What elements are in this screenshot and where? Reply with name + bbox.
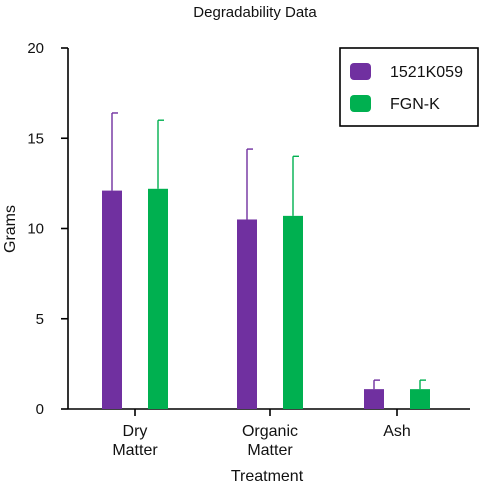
bar — [237, 219, 257, 409]
y-tick-label: 10 — [27, 221, 44, 238]
y-tick-label: 5 — [36, 311, 44, 328]
legend-label: FGN-K — [390, 96, 440, 113]
x-tick-label: Ash — [383, 423, 411, 440]
y-tick-label: 0 — [36, 401, 44, 418]
bar — [102, 190, 122, 409]
y-tick-label: 15 — [27, 130, 44, 147]
bar — [410, 389, 430, 409]
legend-label: 1521K059 — [390, 64, 463, 81]
legend-box — [339, 47, 479, 127]
legend-swatch — [350, 95, 371, 112]
bar — [283, 215, 303, 409]
y-axis-label: Grams — [2, 205, 19, 253]
bar — [148, 188, 168, 409]
x-tick-label: Dry Matter — [112, 423, 158, 459]
legend: 1521K059 FGN-K — [339, 47, 479, 127]
x-axis-label: Treatment — [231, 468, 304, 485]
bars — [102, 112, 430, 409]
bar — [364, 389, 384, 409]
chart-title: Degradability Data — [193, 4, 317, 21]
x-tick-label: Organic Matter — [242, 423, 298, 459]
legend-swatch — [350, 63, 371, 80]
axes: 0 5 10 15 20 Dry Matter Organic Matter Ash — [27, 40, 470, 459]
y-tick-label: 20 — [27, 40, 44, 57]
